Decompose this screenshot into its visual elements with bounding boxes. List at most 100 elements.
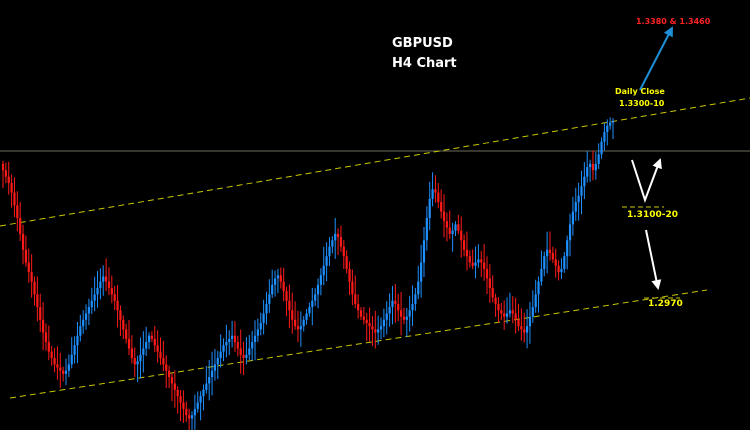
candle-body: [351, 281, 354, 295]
candle-body: [399, 310, 403, 317]
candle-body: [125, 329, 128, 339]
candle-body: [253, 335, 257, 343]
candle-body: [113, 294, 116, 301]
candle-body: [377, 329, 380, 333]
candle-body: [13, 192, 16, 206]
candle-body: [173, 383, 176, 390]
candle-body: [271, 284, 274, 295]
candle-body: [168, 370, 171, 378]
candle-body: [82, 319, 85, 327]
candle-body: [411, 303, 414, 311]
candle-body: [242, 354, 245, 358]
candle-body: [445, 221, 448, 228]
daily-close-title: Daily Close: [615, 87, 665, 96]
candle-body: [477, 259, 480, 263]
candle-body: [56, 364, 59, 368]
candle-body: [508, 310, 512, 314]
candle-body: [276, 275, 280, 279]
candle-body: [319, 275, 322, 285]
candle-body: [145, 342, 148, 349]
candle-body: [176, 389, 179, 397]
candle-body: [568, 224, 572, 241]
candle-body: [374, 329, 377, 333]
candle-body: [491, 288, 494, 298]
candle-body: [33, 281, 36, 295]
candle-body: [540, 268, 543, 282]
candle-body: [110, 288, 113, 295]
candle-body: [196, 402, 199, 409]
candle-body: [397, 303, 400, 311]
candle-body: [525, 326, 529, 333]
candle-body: [580, 186, 583, 196]
candle-body: [543, 256, 546, 269]
candle-body: [165, 364, 168, 371]
target-range-label: 1.3380 & 1.3460: [636, 17, 711, 26]
candle-body: [382, 319, 385, 327]
candle-body: [216, 358, 219, 365]
candle-body: [339, 237, 343, 247]
candle-body: [563, 256, 566, 269]
candle-body: [188, 415, 191, 419]
candle-body: [273, 278, 277, 285]
candle-body: [434, 189, 437, 193]
candle-body: [1, 163, 5, 171]
candle-body: [102, 276, 105, 282]
candle-body: [228, 338, 231, 343]
chart-subtitle: H4 Chart: [392, 56, 457, 71]
candle-body: [485, 268, 489, 279]
candle-body: [494, 297, 497, 304]
candle-body: [437, 192, 440, 203]
candle-body: [597, 154, 600, 164]
candle-body: [308, 307, 311, 314]
candle-body: [551, 253, 554, 260]
candle-body: [136, 361, 139, 365]
candle-body: [233, 335, 237, 343]
candle-body: [67, 364, 70, 371]
candle-body: [460, 230, 463, 241]
candle-body: [162, 358, 165, 365]
candle-body: [517, 319, 520, 327]
candle-body: [365, 319, 368, 323]
candle-body: [262, 313, 265, 323]
candle-body: [296, 326, 300, 330]
candle-body: [514, 313, 517, 320]
candle-body: [248, 348, 251, 355]
candle-body: [368, 323, 371, 327]
candle-body: [87, 307, 91, 314]
candle-body: [222, 345, 225, 352]
candle-body: [251, 342, 254, 349]
candle-body: [288, 300, 291, 311]
candle-body: [425, 218, 428, 241]
candle-body: [193, 408, 196, 416]
candle-body: [202, 389, 205, 397]
candle-body: [39, 307, 42, 320]
candle-body: [385, 313, 388, 320]
candle-body: [311, 300, 314, 308]
candle-body: [408, 310, 411, 317]
candle-body: [362, 316, 365, 320]
target-arrow: [639, 26, 673, 91]
candle-body: [571, 211, 575, 225]
candle-body: [170, 377, 174, 384]
candle-body: [50, 351, 53, 358]
candle-body: [420, 262, 423, 282]
candle-body: [534, 294, 537, 308]
candle-body: [611, 121, 615, 123]
candle-body: [70, 354, 73, 365]
candle-body: [336, 233, 340, 238]
candle-body: [328, 246, 331, 257]
candle-body: [44, 332, 48, 343]
candle-body: [127, 338, 131, 349]
candle-body: [245, 354, 248, 358]
candle-body: [142, 348, 145, 355]
candle-body: [474, 262, 477, 266]
upper-channel-line: [0, 97, 750, 227]
candle-body: [122, 319, 125, 330]
candle-body: [586, 167, 589, 177]
candle-body: [93, 294, 96, 301]
candle-body: [19, 218, 22, 234]
candle-body: [316, 284, 320, 295]
candle-body: [462, 240, 466, 250]
